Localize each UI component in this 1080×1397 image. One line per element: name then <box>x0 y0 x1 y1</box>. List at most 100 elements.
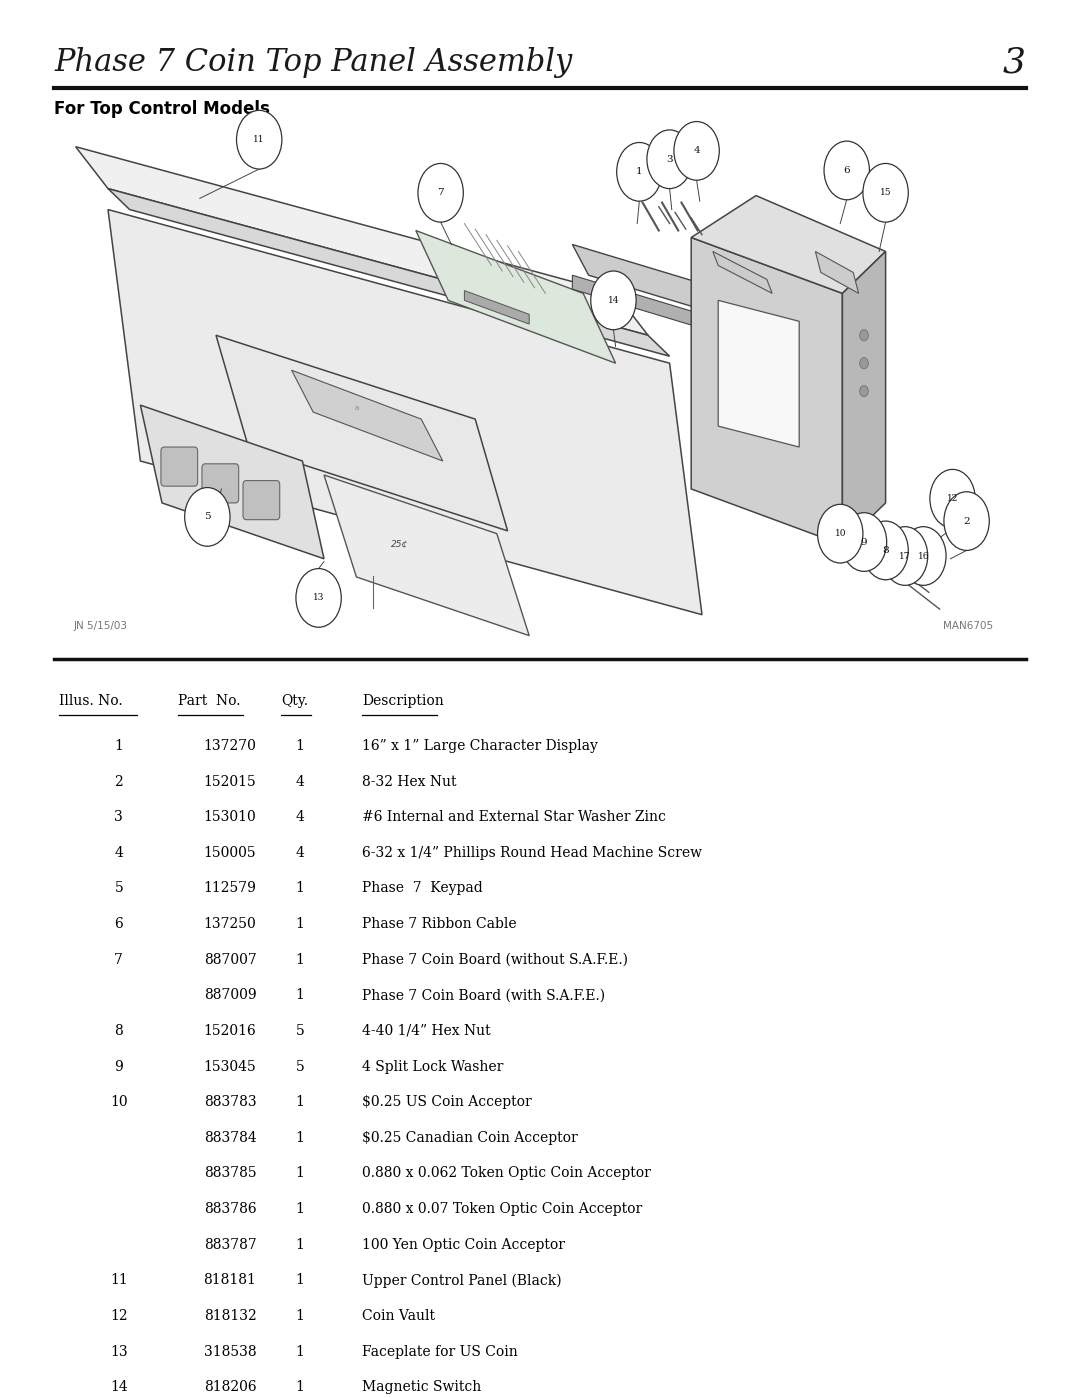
Text: 152015: 152015 <box>204 774 256 789</box>
Text: 0.880 x 0.07 Token Optic Coin Acceptor: 0.880 x 0.07 Token Optic Coin Acceptor <box>362 1201 642 1217</box>
Text: Phase 7 Coin Top Panel Assembly: Phase 7 Coin Top Panel Assembly <box>54 47 572 78</box>
Polygon shape <box>718 300 799 447</box>
Circle shape <box>647 130 692 189</box>
Text: 3: 3 <box>1003 46 1026 80</box>
Text: Phase 7 Coin Board (without S.A.F.E.): Phase 7 Coin Board (without S.A.F.E.) <box>362 953 627 967</box>
Polygon shape <box>76 147 648 335</box>
Polygon shape <box>416 231 616 363</box>
Text: Illus. No.: Illus. No. <box>59 694 123 708</box>
Polygon shape <box>216 335 508 531</box>
Polygon shape <box>464 291 529 324</box>
Text: 1: 1 <box>296 1273 305 1288</box>
Text: 11: 11 <box>254 136 265 144</box>
Text: 887009: 887009 <box>204 988 256 1003</box>
Text: 4: 4 <box>296 810 305 824</box>
Text: 5: 5 <box>204 513 211 521</box>
Text: 153045: 153045 <box>204 1059 256 1074</box>
Text: Part  No.: Part No. <box>178 694 241 708</box>
Text: 818206: 818206 <box>204 1380 256 1394</box>
Text: 1: 1 <box>296 916 305 932</box>
Polygon shape <box>572 275 734 338</box>
Circle shape <box>418 163 463 222</box>
Text: Qty.: Qty. <box>281 694 308 708</box>
Text: Phase  7  Keypad: Phase 7 Keypad <box>362 882 483 895</box>
Text: 887007: 887007 <box>204 953 256 967</box>
Text: a: a <box>354 405 359 411</box>
Text: 1: 1 <box>296 1344 305 1359</box>
Polygon shape <box>691 196 886 293</box>
Text: 883785: 883785 <box>204 1166 256 1180</box>
Circle shape <box>860 330 868 341</box>
Text: 14: 14 <box>608 296 619 305</box>
Text: 1: 1 <box>296 953 305 967</box>
Polygon shape <box>108 189 670 356</box>
Text: 8-32 Hex Nut: 8-32 Hex Nut <box>362 774 456 789</box>
Text: 1: 1 <box>296 988 305 1003</box>
Circle shape <box>617 142 662 201</box>
Text: 14: 14 <box>110 1380 127 1394</box>
Circle shape <box>901 527 946 585</box>
Text: 2: 2 <box>114 774 123 789</box>
Text: 7: 7 <box>114 953 123 967</box>
Text: 25¢: 25¢ <box>391 541 408 549</box>
Text: 0.880 x 0.062 Token Optic Coin Acceptor: 0.880 x 0.062 Token Optic Coin Acceptor <box>362 1166 650 1180</box>
Text: 3: 3 <box>114 810 123 824</box>
Text: 6-32 x 1/4” Phillips Round Head Machine Screw: 6-32 x 1/4” Phillips Round Head Machine … <box>362 845 702 861</box>
Circle shape <box>674 122 719 180</box>
Text: Phase 7 Ribbon Cable: Phase 7 Ribbon Cable <box>362 916 516 932</box>
Text: 1: 1 <box>296 1238 305 1252</box>
Text: 1: 1 <box>296 882 305 895</box>
Text: 4: 4 <box>114 845 123 861</box>
Text: 12: 12 <box>110 1309 127 1323</box>
Text: 12: 12 <box>947 495 958 503</box>
Text: 1: 1 <box>114 739 123 753</box>
Circle shape <box>841 513 887 571</box>
Text: 16” x 1” Large Character Display: 16” x 1” Large Character Display <box>362 739 597 753</box>
Text: 318538: 318538 <box>204 1344 256 1359</box>
Circle shape <box>860 358 868 369</box>
Circle shape <box>185 488 230 546</box>
Text: 5: 5 <box>296 1059 305 1074</box>
Text: 9: 9 <box>861 538 867 546</box>
Polygon shape <box>842 251 886 545</box>
Text: 883787: 883787 <box>204 1238 256 1252</box>
Text: 10: 10 <box>110 1095 127 1109</box>
Text: 1: 1 <box>296 739 305 753</box>
Text: 818132: 818132 <box>204 1309 256 1323</box>
Text: Faceplate for US Coin: Faceplate for US Coin <box>362 1344 517 1359</box>
Text: 4 Split Lock Washer: 4 Split Lock Washer <box>362 1059 503 1074</box>
Text: For Top Control Models: For Top Control Models <box>54 101 270 117</box>
Polygon shape <box>572 244 751 324</box>
Text: 883784: 883784 <box>204 1130 256 1146</box>
Text: 153010: 153010 <box>204 810 256 824</box>
Polygon shape <box>292 370 443 461</box>
Text: Description: Description <box>362 694 444 708</box>
Text: 883786: 883786 <box>204 1201 256 1217</box>
Text: 9: 9 <box>114 1059 123 1074</box>
Circle shape <box>818 504 863 563</box>
Text: 137270: 137270 <box>204 739 256 753</box>
Text: #6 Internal and External Star Washer Zinc: #6 Internal and External Star Washer Zin… <box>362 810 665 824</box>
Text: 10: 10 <box>835 529 846 538</box>
Text: 1: 1 <box>296 1201 305 1217</box>
Circle shape <box>860 386 868 397</box>
Circle shape <box>824 141 869 200</box>
Text: 6: 6 <box>114 916 123 932</box>
Circle shape <box>863 521 908 580</box>
Polygon shape <box>324 475 529 636</box>
Text: 818181: 818181 <box>204 1273 256 1288</box>
Text: 1: 1 <box>296 1380 305 1394</box>
Text: MAN6705: MAN6705 <box>944 622 994 631</box>
Circle shape <box>237 110 282 169</box>
Text: 8: 8 <box>882 546 889 555</box>
Text: 1: 1 <box>296 1309 305 1323</box>
Text: 15: 15 <box>880 189 891 197</box>
Polygon shape <box>713 251 772 293</box>
Text: 7: 7 <box>437 189 444 197</box>
Text: Phase 7 Coin Board (with S.A.F.E.): Phase 7 Coin Board (with S.A.F.E.) <box>362 988 605 1003</box>
FancyBboxPatch shape <box>161 447 198 486</box>
Polygon shape <box>815 251 859 293</box>
Text: 1: 1 <box>296 1166 305 1180</box>
Text: 112579: 112579 <box>204 882 256 895</box>
Text: 13: 13 <box>313 594 324 602</box>
